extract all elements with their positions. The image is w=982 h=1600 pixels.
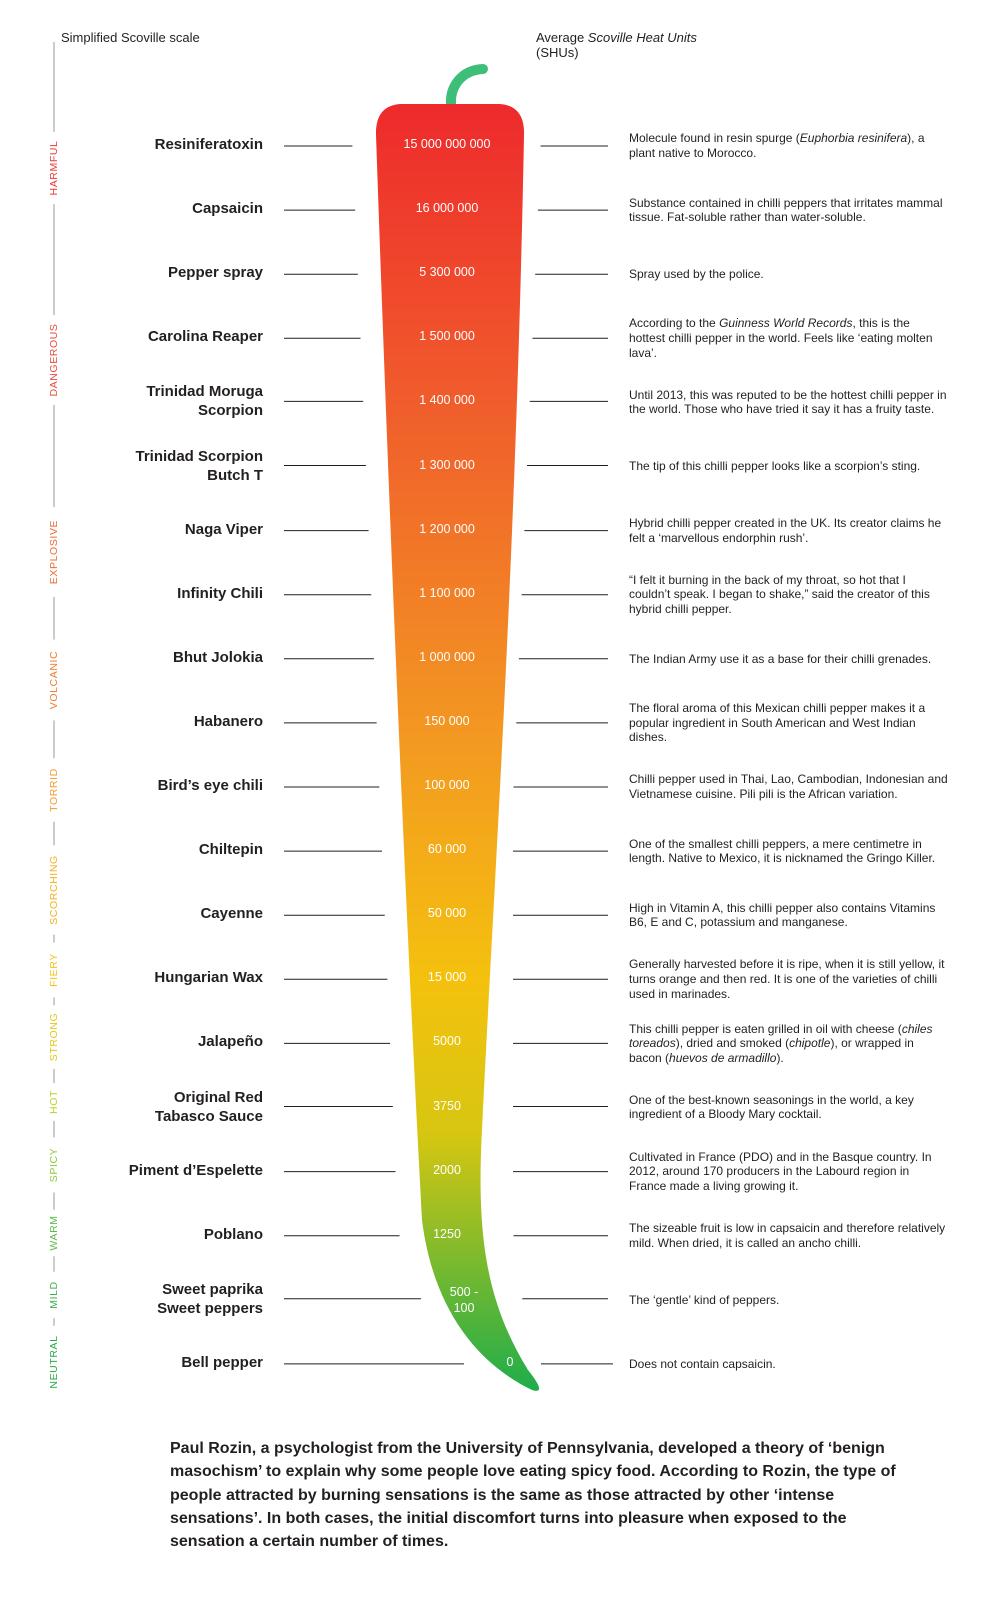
pepper-description: Chilli pepper used in Thai, Lao, Cambodi… bbox=[629, 772, 948, 801]
scale-level-hot: HOT bbox=[48, 1090, 60, 1114]
pepper-description: Molecule found in resin spurge (Euphorbi… bbox=[629, 131, 925, 160]
scale-level-strong: STRONG bbox=[48, 1013, 60, 1062]
pepper-description: The tip of this chilli pepper looks like… bbox=[629, 459, 921, 474]
pepper-name: Bell pepper bbox=[181, 1353, 263, 1371]
pepper-name: Original Red Tabasco Sauce bbox=[154, 1088, 263, 1125]
pepper-description: Spray used by the police. bbox=[629, 266, 764, 281]
pepper-name: Hungarian Wax bbox=[154, 969, 263, 987]
scoville-chart: HARMFUL DANGEROUS EXPLOSIVE VOLCANIC TORRID S… bbox=[48, 42, 613, 1391]
scale-level-volcanic: VOLCANIC bbox=[48, 651, 60, 709]
pepper-name: Bhut Jolokia bbox=[172, 648, 263, 666]
scale-level-neutral: NEUTRAL bbox=[48, 1335, 60, 1388]
pepper-shu-value: 1 200 000 bbox=[419, 521, 475, 536]
pepper-name: Cayenne bbox=[200, 905, 263, 923]
pepper-shu-value: 60 000 bbox=[427, 842, 467, 857]
pepper-shu-value: 15 000 bbox=[427, 970, 467, 985]
pepper-description: Cultivated in France (PDO) and in the Ba… bbox=[629, 1149, 932, 1193]
pepper-description: Until 2013, this was reputed to be the h… bbox=[629, 387, 947, 417]
pepper-shu-value: 5 300 000 bbox=[419, 265, 475, 280]
pepper-name: Bird’s eye chili bbox=[157, 777, 263, 794]
pepper-shu-value: 15 000 000 000 bbox=[403, 137, 491, 151]
scale-axis-title: Simplified Scoville scale bbox=[61, 30, 200, 45]
pepper-shu-value: 1 500 000 bbox=[419, 329, 475, 344]
shu-axis-title-italic: Scoville Heat Units bbox=[587, 30, 697, 45]
pepper-shu-value: 100 000 bbox=[424, 778, 470, 792]
pepper-name: Habanero bbox=[193, 712, 263, 730]
leader-lines bbox=[284, 145, 613, 1365]
pepper-name: Capsaicin bbox=[192, 200, 263, 218]
pepper-description: The Indian Army use it as a base for the… bbox=[629, 651, 932, 666]
pepper-description: One of the best-known seasonings in the … bbox=[629, 1092, 914, 1122]
pepper-shu-value: 1 100 000 bbox=[419, 585, 475, 600]
pepper-shu-value: 1 400 000 bbox=[419, 393, 475, 408]
pepper-description: One of the smallest chilli peppers, a me… bbox=[629, 836, 936, 866]
scale-level-torrid: TORRID bbox=[48, 768, 60, 812]
pepper-name: Sweet paprika Sweet peppers bbox=[157, 1280, 263, 1317]
pepper-shu-value: 1 300 000 bbox=[419, 457, 475, 472]
scale-level-harmful: HARMFUL bbox=[48, 141, 60, 196]
pepper-description: The sizeable fruit is low in capsaicin a… bbox=[629, 1221, 946, 1250]
pepper-shu-value: 5000 bbox=[433, 1034, 461, 1049]
footer-paragraph: Paul Rozin, a psychologist from the Univ… bbox=[170, 1440, 896, 1551]
pepper-description: Generally harvested before it is ripe, w… bbox=[629, 957, 945, 1001]
pepper-stem bbox=[446, 64, 488, 109]
pepper-name: Infinity Chili bbox=[177, 584, 263, 602]
pepper-name: Naga Viper bbox=[184, 520, 263, 538]
scale-level-mild: MILD bbox=[48, 1281, 60, 1309]
pepper-description: High in Vitamin A, this chilli pepper al… bbox=[629, 900, 936, 930]
scale-level-warm: WARM bbox=[48, 1215, 60, 1250]
pepper-shu-value: 150 000 bbox=[424, 713, 470, 728]
pepper-name: Trinidad Moruga Scorpion bbox=[146, 383, 263, 420]
pepper-description: According to the Guinness World Records,… bbox=[629, 316, 933, 360]
scale-level-dangerous: DANGEROUS bbox=[48, 323, 60, 396]
scale-level-scorching: SCORCHING bbox=[48, 855, 60, 925]
pepper-description: Substance contained in chilli peppers th… bbox=[629, 195, 943, 225]
pepper-shu-value: 1 000 000 bbox=[419, 649, 475, 664]
scale-level-explosive: EXPLOSIVE bbox=[48, 520, 60, 584]
pepper-shu-value: 0 bbox=[506, 1354, 514, 1369]
pepper-shu-value: 16 000 000 bbox=[415, 201, 479, 216]
pepper-name: Trinidad Scorpion Butch T bbox=[135, 447, 263, 484]
pepper-shu-value: 500 - 100 bbox=[449, 1284, 479, 1315]
pepper-name: Poblano bbox=[203, 1225, 263, 1243]
pepper-description: “I felt it burning in the back of my thr… bbox=[629, 572, 930, 616]
pepper-shu-value: 50 000 bbox=[427, 906, 467, 921]
pepper-name: Jalapeño bbox=[197, 1033, 263, 1051]
scale-level-spicy: SPICY bbox=[48, 1148, 60, 1183]
scoville-scale: HARMFUL DANGEROUS EXPLOSIVE VOLCANIC TORRID S… bbox=[48, 42, 60, 1389]
pepper-shu-value: 1250 bbox=[433, 1226, 461, 1241]
scale-level-fiery: FIERY bbox=[48, 953, 60, 987]
pepper-name: Chiltepin bbox=[198, 841, 263, 859]
pepper-description: The ‘gentle’ kind of peppers. bbox=[629, 1292, 780, 1307]
pepper-description: Hybrid chilli pepper created in the UK. … bbox=[629, 516, 942, 545]
pepper-body bbox=[375, 104, 540, 1391]
pepper-shu-value: 3750 bbox=[433, 1098, 461, 1113]
pepper-name: Carolina Reaper bbox=[147, 328, 263, 346]
shu-axis-title: Average Scoville Heat Units (SHUs) bbox=[536, 30, 736, 60]
pepper-description: The floral aroma of this Mexican chilli … bbox=[629, 701, 926, 745]
pepper-description: Does not contain capsaicin. bbox=[629, 1356, 776, 1371]
pepper-name: Piment d’Espelette bbox=[128, 1161, 263, 1179]
shu-axis-title-prefix: Average bbox=[536, 30, 588, 45]
pepper-name: Resiniferatoxin bbox=[154, 136, 263, 153]
shu-axis-title-suffix: (SHUs) bbox=[536, 45, 579, 60]
pepper-description: This chilli pepper is eaten grilled in o… bbox=[629, 1021, 933, 1065]
pepper-name: Pepper spray bbox=[167, 264, 263, 282]
pepper-shu-value: 2000 bbox=[433, 1162, 461, 1177]
